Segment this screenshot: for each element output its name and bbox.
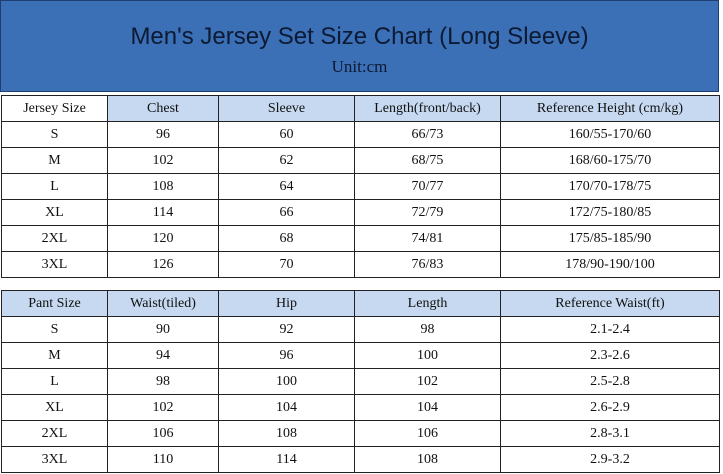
column-header: Hip (218, 290, 355, 317)
column-header: Chest (107, 95, 219, 122)
row: M 102 62 68/75 168/60-175/70 (1, 147, 720, 174)
cell: M (1, 147, 108, 174)
cell: 102 (107, 394, 219, 421)
row: XL 102 104 104 2.6-2.9 (1, 394, 720, 421)
pant-table: Pant Size Waist(tiled) Hip Length Reference … (1, 290, 720, 473)
row: 2XL 120 68 74/81 175/85-185/90 (1, 225, 720, 252)
cell: 100 (218, 368, 355, 395)
column-header: Length (354, 290, 501, 317)
cell: L (1, 173, 108, 200)
row: S 96 60 66/73 160/55-170/60 (1, 121, 720, 148)
cell: 2.5-2.8 (500, 368, 720, 395)
column-header: Pant Size (1, 290, 108, 317)
column-header: Length(front/back) (354, 95, 501, 122)
row: 3XL 126 70 76/83 178/90-190/100 (1, 251, 720, 278)
row: L 108 64 70/77 170/70-178/75 (1, 173, 720, 200)
column-header: Sleeve (218, 95, 355, 122)
column-header: Reference Waist(ft) (500, 290, 720, 317)
column-header: Waist(tiled) (107, 290, 219, 317)
cell: 126 (107, 251, 219, 278)
row: M 94 96 100 2.3-2.6 (1, 342, 720, 369)
cell: 114 (218, 446, 355, 473)
cell: 172/75-180/85 (500, 199, 720, 226)
cell: 178/90-190/100 (500, 251, 720, 278)
cell: 98 (354, 316, 501, 343)
cell: 104 (354, 394, 501, 421)
row: L 98 100 102 2.5-2.8 (1, 368, 720, 395)
cell: 102 (107, 147, 219, 174)
cell: 96 (107, 121, 219, 148)
cell: S (1, 121, 108, 148)
cell: 3XL (1, 446, 108, 473)
cell: 114 (107, 199, 219, 226)
cell: 106 (107, 420, 219, 447)
cell: 64 (218, 173, 355, 200)
cell: 2.1-2.4 (500, 316, 720, 343)
cell: 72/79 (354, 199, 501, 226)
cell: 94 (107, 342, 219, 369)
cell: 2.3-2.6 (500, 342, 720, 369)
cell: 2XL (1, 420, 108, 447)
header-banner: Men's Jersey Set Size Chart (Long Sleeve… (0, 0, 719, 92)
cell: 170/70-178/75 (500, 173, 720, 200)
jersey-table: Jersey Size Chest Sleeve Length(front/back)… (1, 95, 720, 278)
cell: 2.6-2.9 (500, 394, 720, 421)
cell: 120 (107, 225, 219, 252)
cell: 68/75 (354, 147, 501, 174)
cell: S (1, 316, 108, 343)
cell: 92 (218, 316, 355, 343)
cell: 110 (107, 446, 219, 473)
row: 2XL 106 108 106 2.8-3.1 (1, 420, 720, 447)
cell: L (1, 368, 108, 395)
cell: 2.9-3.2 (500, 446, 720, 473)
row: 3XL 110 114 108 2.9-3.2 (1, 446, 720, 473)
cell: 74/81 (354, 225, 501, 252)
header-row: Jersey Size Chest Sleeve Length(front/back)… (1, 95, 720, 122)
cell: 98 (107, 368, 219, 395)
column-header: Reference Height (cm/kg) (500, 95, 720, 122)
cell: 96 (218, 342, 355, 369)
cell: 104 (218, 394, 355, 421)
cell: 175/85-185/90 (500, 225, 720, 252)
row: XL 114 66 72/79 172/75-180/85 (1, 199, 720, 226)
cell: 106 (354, 420, 501, 447)
cell: XL (1, 394, 108, 421)
cell: 62 (218, 147, 355, 174)
cell: 66 (218, 199, 355, 226)
cell: M (1, 342, 108, 369)
cell: 70/77 (354, 173, 501, 200)
cell: 90 (107, 316, 219, 343)
row: S 90 92 98 2.1-2.4 (1, 316, 720, 343)
cell: 168/60-175/70 (500, 147, 720, 174)
cell: 2XL (1, 225, 108, 252)
cell: 108 (107, 173, 219, 200)
subtitle: Unit:cm (331, 57, 388, 76)
cell: 68 (218, 225, 355, 252)
header-row: Pant Size Waist(tiled) Hip Length Reference … (1, 290, 720, 317)
cell: 2.8-3.1 (500, 420, 720, 447)
cell: 76/83 (354, 251, 501, 278)
cell: 160/55-170/60 (500, 121, 720, 148)
cell: 102 (354, 368, 501, 395)
cell: 66/73 (354, 121, 501, 148)
cell: 3XL (1, 251, 108, 278)
cell: 108 (354, 446, 501, 473)
cell: XL (1, 199, 108, 226)
column-header: Jersey Size (1, 95, 108, 122)
cell: 100 (354, 342, 501, 369)
cell: 108 (218, 420, 355, 447)
cell: 70 (218, 251, 355, 278)
title: Men's Jersey Set Size Chart (Long Sleeve… (130, 23, 589, 50)
cell: 60 (218, 121, 355, 148)
